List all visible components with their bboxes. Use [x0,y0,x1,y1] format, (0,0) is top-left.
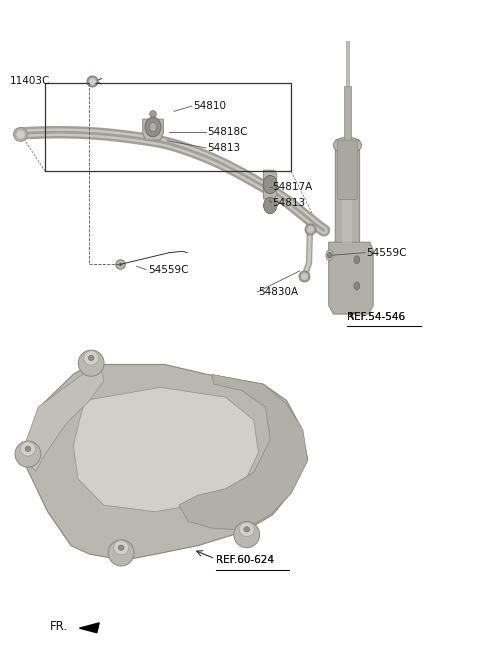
FancyBboxPatch shape [342,143,352,244]
Ellipse shape [334,137,361,154]
Ellipse shape [354,256,360,263]
Text: REF.54-546: REF.54-546 [348,311,406,322]
Ellipse shape [21,442,36,456]
Text: 54813: 54813 [273,198,306,208]
Polygon shape [143,119,163,140]
Text: REF.60-624: REF.60-624 [0,656,1,657]
Polygon shape [73,388,258,512]
Text: 54830A: 54830A [258,287,299,297]
FancyBboxPatch shape [337,140,357,200]
Text: REF.54-546: REF.54-546 [348,311,406,322]
Text: 54817A: 54817A [273,182,313,193]
FancyBboxPatch shape [335,139,360,246]
Text: 11403C: 11403C [10,76,50,86]
Polygon shape [329,242,373,314]
Text: 54813: 54813 [207,143,240,153]
Ellipse shape [150,110,156,117]
Text: REF.60-624: REF.60-624 [216,555,274,565]
Text: REF.54-546: REF.54-546 [0,656,1,657]
Polygon shape [179,374,308,530]
Polygon shape [80,623,99,633]
Ellipse shape [244,527,250,532]
Ellipse shape [327,252,332,258]
Text: FR.: FR. [50,620,68,633]
Bar [45,83,291,171]
Bar [346,41,349,87]
Ellipse shape [88,355,94,361]
Ellipse shape [145,117,161,137]
Ellipse shape [264,197,276,214]
Ellipse shape [239,522,254,537]
Bar [344,87,351,145]
Text: 54559C: 54559C [148,265,189,275]
Ellipse shape [114,541,129,555]
Ellipse shape [149,122,157,131]
Text: REF.60-624: REF.60-624 [216,555,274,565]
Ellipse shape [354,282,360,290]
Text: 54559C: 54559C [366,248,407,258]
Ellipse shape [78,350,104,376]
Ellipse shape [15,441,41,467]
Ellipse shape [326,250,334,260]
Text: 54810: 54810 [193,101,226,111]
Polygon shape [24,368,104,471]
Ellipse shape [25,446,31,451]
Ellipse shape [119,545,124,551]
Polygon shape [264,170,276,199]
Ellipse shape [84,351,99,365]
Polygon shape [24,365,308,559]
Ellipse shape [108,540,134,566]
Text: 54818C: 54818C [207,127,247,137]
Ellipse shape [234,522,260,548]
Ellipse shape [263,175,277,194]
